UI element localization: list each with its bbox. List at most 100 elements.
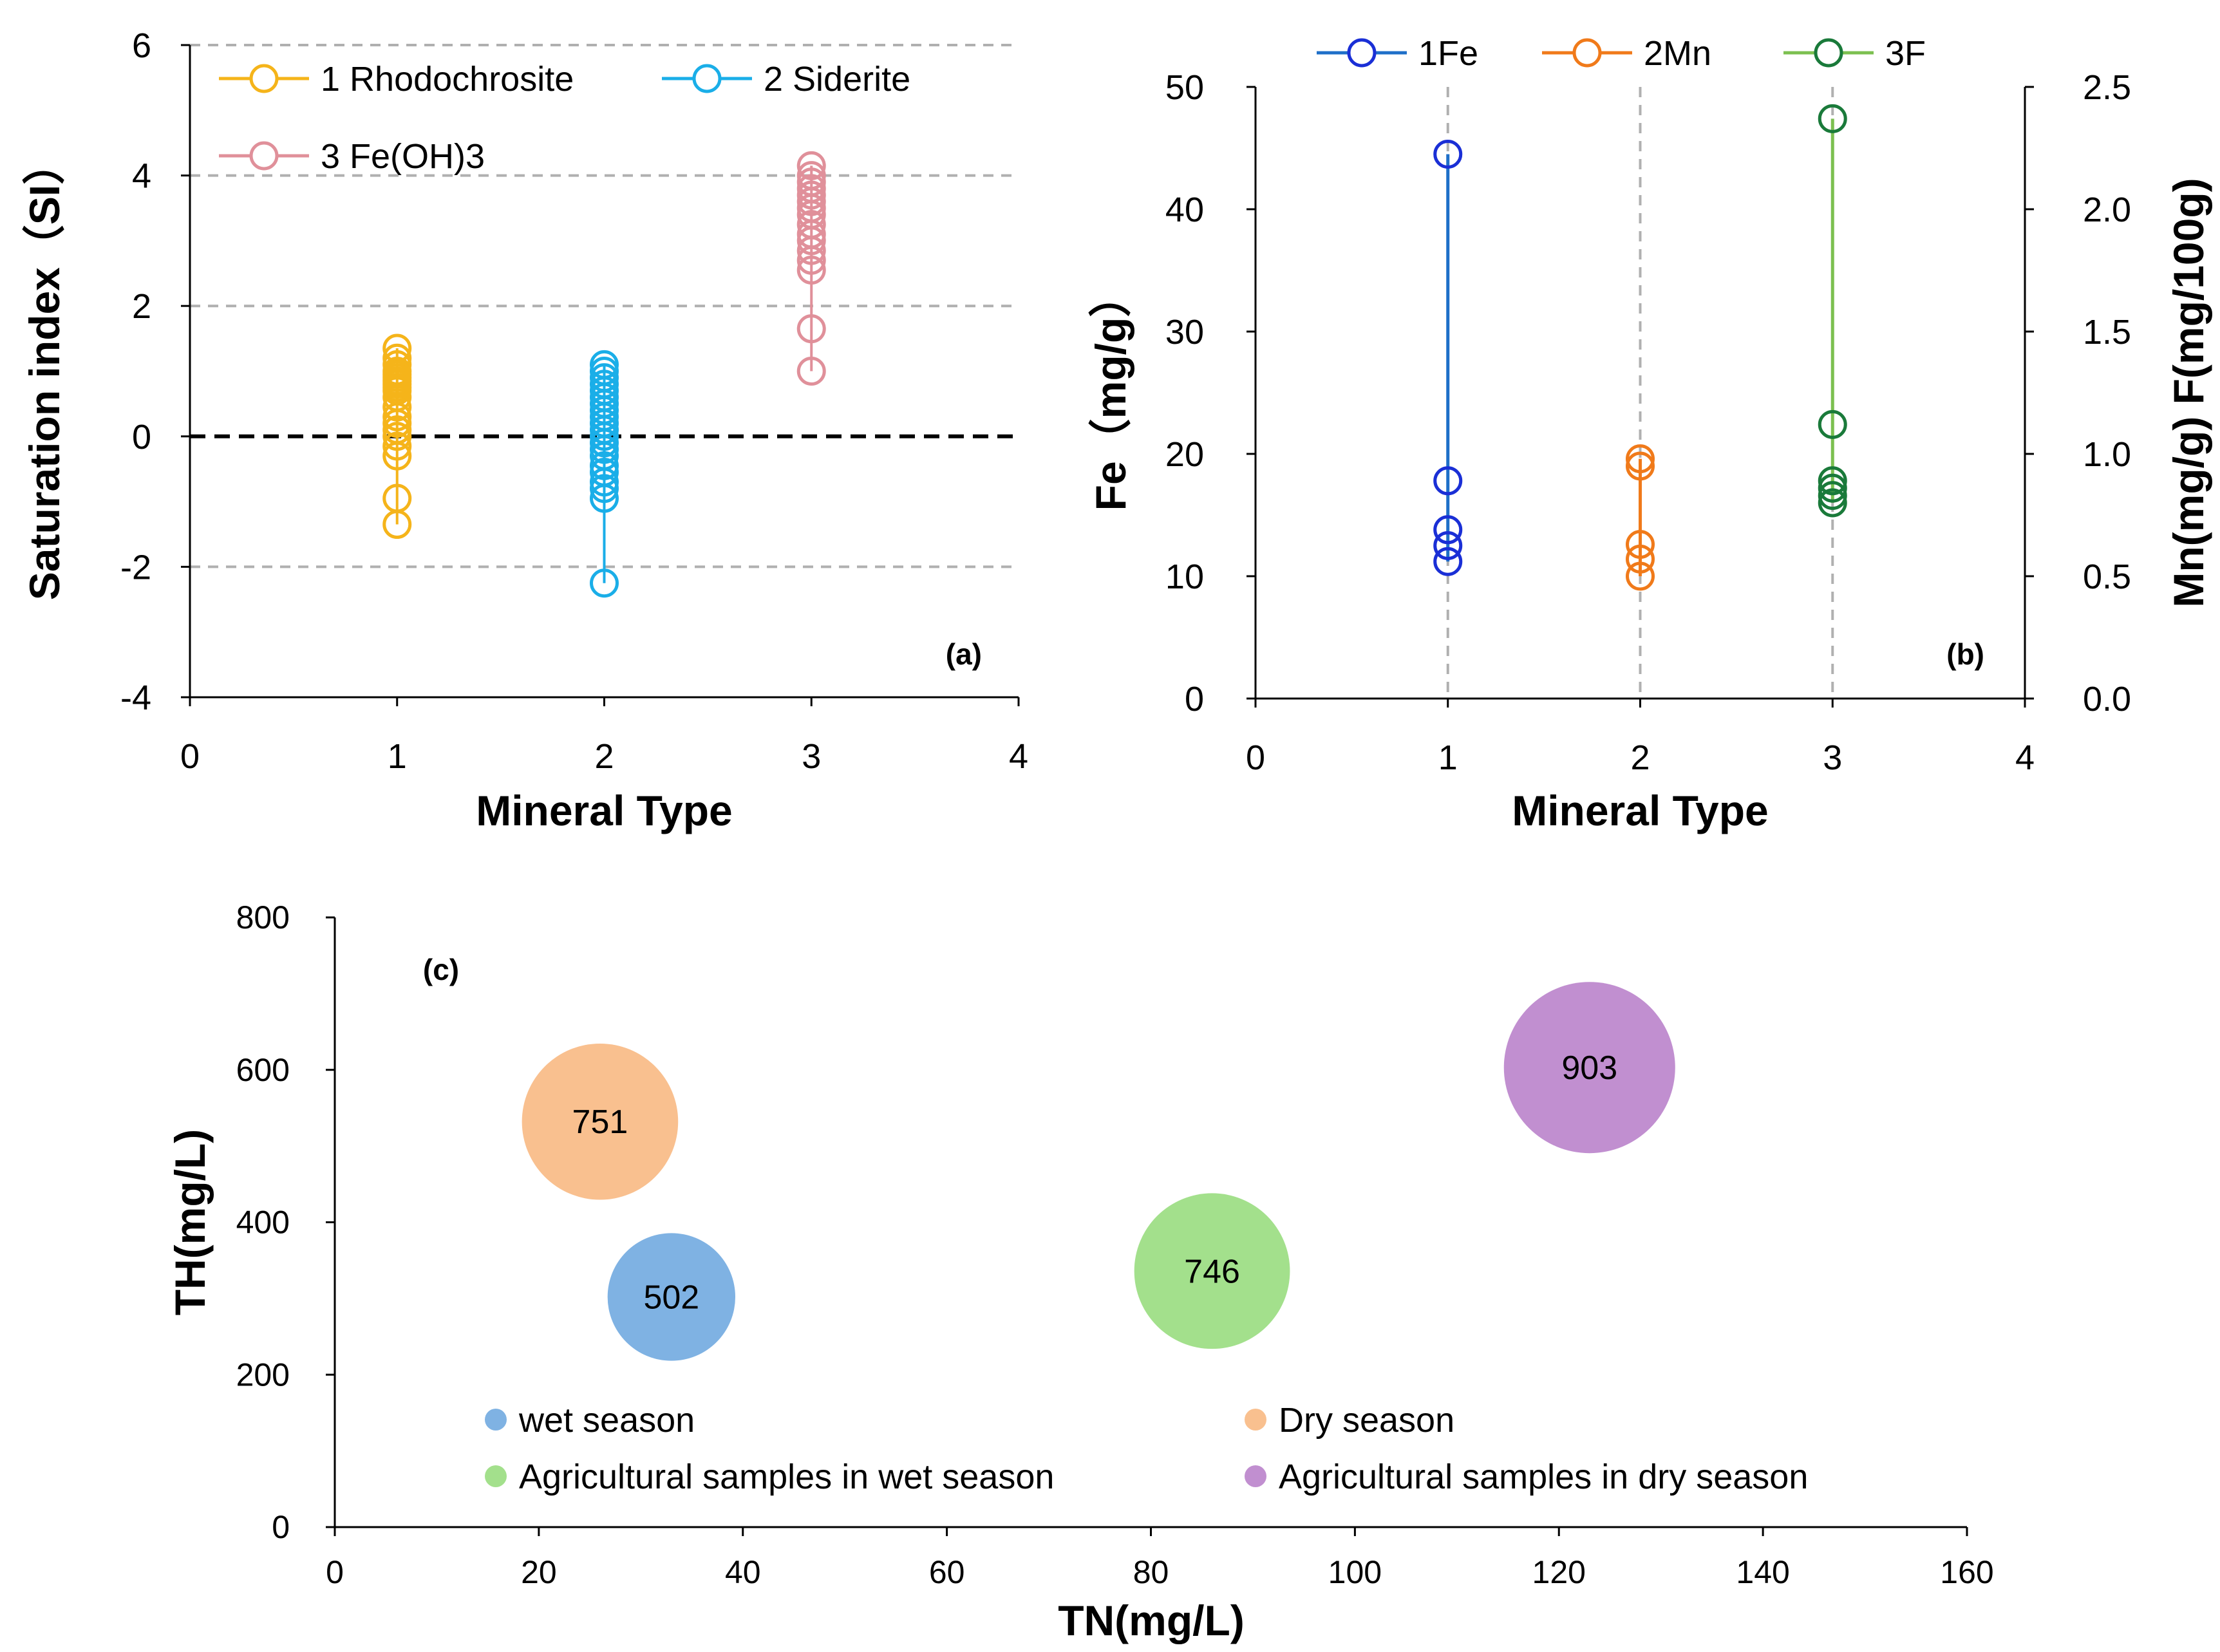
x-tick-label: 100	[1328, 1554, 1382, 1590]
right-y-tick-label: 2.0	[2083, 191, 2131, 229]
y-tick-label: 600	[236, 1052, 290, 1088]
data-point-marker	[382, 431, 412, 461]
x-tick-label: 2	[1630, 738, 1650, 777]
data-point-marker	[796, 314, 826, 344]
bubble-data-label: 903	[1561, 1049, 1617, 1087]
legend-entry: Agricultural samples in wet season	[519, 1458, 1054, 1496]
data-point-marker	[1626, 451, 1655, 481]
y-tick-label: 0	[132, 418, 151, 456]
panel-a-axes	[181, 44, 1020, 706]
data-point-marker	[382, 392, 412, 422]
x-tick-label: 140	[1736, 1554, 1789, 1590]
right-y-tick-label: 1.5	[2083, 313, 2131, 352]
y-tick-label: -2	[120, 548, 151, 587]
data-point-marker	[1433, 547, 1463, 576]
bubble-marker	[1503, 982, 1675, 1154]
panel-b-marks	[1433, 104, 1847, 591]
legend-marker	[692, 64, 722, 93]
legend-entry: 3 Fe(OH)3	[321, 137, 485, 176]
right-y-tick-label: 0.0	[2083, 680, 2131, 718]
x-axis-title: Mineral Type	[1512, 787, 1769, 834]
legend-marker	[249, 64, 279, 93]
panel-label: (a)	[946, 637, 982, 671]
x-tick-label: 3	[1823, 738, 1842, 777]
bubble-data-label: 746	[1184, 1253, 1240, 1290]
right-y-tick-label: 0.5	[2083, 558, 2131, 596]
data-point-marker	[1818, 409, 1847, 439]
data-point-marker	[590, 568, 619, 598]
data-point-marker	[1433, 515, 1463, 545]
x-tick-label: 3	[802, 737, 821, 776]
x-tick-label: 0	[326, 1554, 344, 1590]
data-point-marker	[382, 441, 412, 471]
y-axis-title: TH(mg/L)	[166, 1129, 214, 1316]
data-point-marker	[590, 474, 619, 503]
data-point-marker	[1818, 104, 1847, 133]
x-tick-label: 20	[521, 1554, 557, 1590]
x-axis-title: TN(mg/L)	[1058, 1597, 1245, 1644]
bubble-data-label: 502	[643, 1279, 699, 1317]
data-point-marker	[796, 245, 826, 275]
y-tick-label: 2	[132, 287, 151, 326]
y-tick-label: 200	[236, 1356, 290, 1393]
panel-b-labels: 0 10 20 30 40 50 0.0 0.5 1.0 1.5 2.0 2.5 0 1 2 3 4 Minera…	[1087, 34, 2212, 834]
bubble-data-label: 751	[572, 1103, 628, 1141]
left-y-tick-label: 10	[1165, 558, 1204, 596]
legend-entry: 1Fe	[1418, 34, 1478, 73]
x-tick-label: 120	[1532, 1554, 1586, 1590]
data-point-marker	[1626, 544, 1655, 574]
data-point-marker	[1626, 530, 1655, 559]
legend-marker	[1245, 1409, 1266, 1431]
x-tick-label: 0	[180, 737, 200, 776]
panel-c: 502 751 746 903 0 200 400 600 800 0 20 40 60 80 100 12…	[166, 899, 1994, 1644]
legend-marker	[1347, 38, 1377, 68]
left-y-tick-label: 50	[1165, 68, 1204, 107]
data-point-marker	[1818, 466, 1847, 496]
y-tick-label: 0	[272, 1509, 290, 1545]
data-point-marker	[1626, 444, 1655, 474]
panel-label: (c)	[423, 953, 459, 986]
panel-a: -4 -2 0 2 4 6 0 1 2 3 4 Mineral Type Saturation inde…	[21, 26, 1028, 834]
y-tick-label: 6	[132, 26, 151, 65]
bubble-marker	[1134, 1193, 1290, 1349]
y-tick-label: 400	[236, 1205, 290, 1241]
data-point-marker	[1626, 561, 1655, 591]
legend-entry: Dry season	[1279, 1401, 1454, 1440]
data-point-marker	[796, 357, 826, 386]
x-tick-label: 2	[594, 737, 614, 776]
right-y-tick-label: 2.5	[2083, 68, 2131, 107]
data-point-marker	[1433, 531, 1463, 560]
data-point-marker	[382, 422, 412, 451]
data-point-marker	[590, 483, 619, 513]
x-tick-label: 0	[1246, 738, 1265, 777]
left-y-axis-title: Fe（mg/g）	[1087, 275, 1134, 511]
x-axis-title: Mineral Type	[476, 787, 733, 834]
data-point-marker	[796, 255, 826, 285]
x-tick-label: 80	[1133, 1554, 1169, 1590]
panel-a-gridlines	[190, 44, 1019, 568]
legend-entry: Agricultural samples in dry season	[1279, 1458, 1808, 1496]
data-point-marker	[382, 510, 412, 540]
legend-entry: 2 Siderite	[764, 60, 910, 99]
legend-marker	[1572, 38, 1602, 68]
y-tick-label: -4	[120, 679, 151, 717]
panel-b-axes	[1246, 86, 2034, 708]
legend-entry: 2Mn	[1644, 34, 1711, 73]
panel-a-labels: -4 -2 0 2 4 6 0 1 2 3 4 Mineral Type Saturation inde…	[21, 26, 1028, 834]
data-point-marker	[1818, 473, 1847, 503]
panel-c-labels: 0 200 400 600 800 0 20 40 60 80 100 120 140 160 TN(mg/…	[166, 899, 1994, 1644]
right-y-tick-label: 1.0	[2083, 435, 2131, 474]
x-tick-label: 4	[1009, 737, 1028, 776]
data-point-marker	[1818, 481, 1847, 511]
x-tick-label: 1	[1438, 738, 1458, 777]
x-tick-label: 4	[2015, 738, 2035, 777]
x-tick-label: 1	[388, 737, 407, 776]
x-tick-label: 40	[725, 1554, 761, 1590]
data-point-marker	[1818, 488, 1847, 518]
legend-entry: 3F	[1885, 34, 1926, 73]
panel-b-gridlines	[1446, 87, 1834, 699]
panel-c-axes	[326, 916, 1968, 1536]
bubble-marker	[607, 1233, 736, 1361]
y-axis-title: Saturation index（SI）	[21, 142, 68, 600]
